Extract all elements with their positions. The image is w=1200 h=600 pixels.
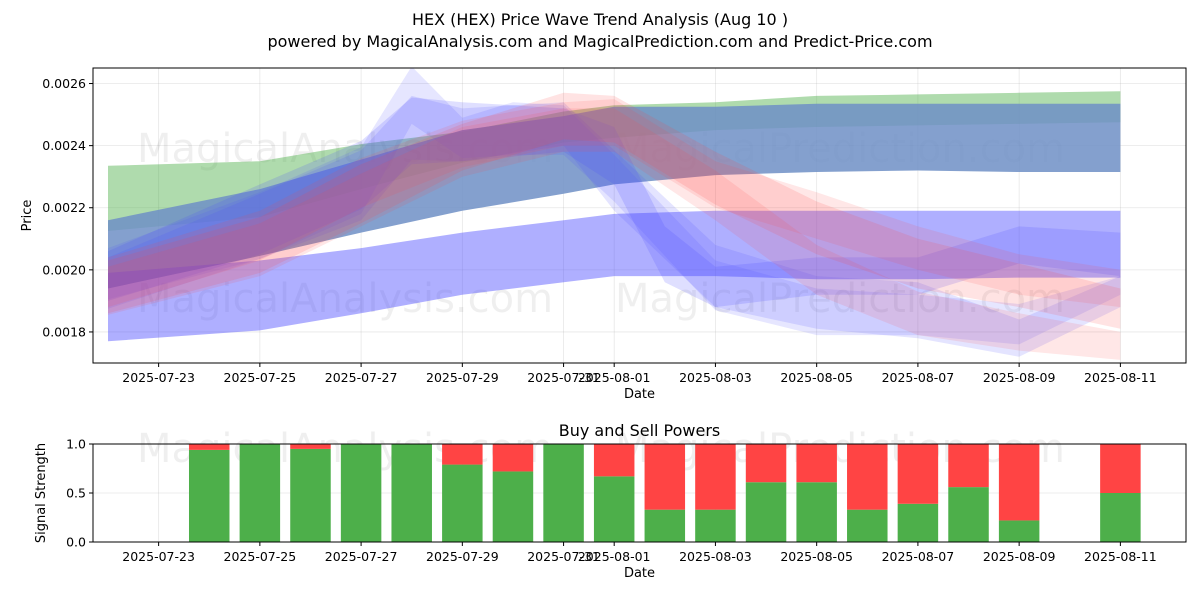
buy-power-bar bbox=[847, 509, 888, 542]
buy-power-bar bbox=[442, 464, 483, 542]
bottom-x-tick-label: 2025-08-11 bbox=[1084, 549, 1157, 564]
top-x-tick-label: 2025-07-27 bbox=[325, 370, 398, 385]
bottom-y-tick-label: 1.0 bbox=[66, 437, 86, 452]
top-x-tick-label: 2025-08-07 bbox=[882, 370, 955, 385]
price-bands bbox=[108, 68, 1121, 360]
bottom-x-tick-label: 2025-08-03 bbox=[679, 549, 752, 564]
watermark-text: MagicalPrediction.com bbox=[615, 426, 1065, 472]
bottom-y-tick-label: 0.5 bbox=[66, 486, 86, 501]
top-y-tick-label: 0.0024 bbox=[42, 138, 86, 153]
chart-subtitle: powered by MagicalAnalysis.com and Magic… bbox=[267, 32, 933, 51]
top-x-tick-label: 2025-08-11 bbox=[1084, 370, 1157, 385]
price-wave-chart: MagicalAnalysis.com MagicalPrediction.com… bbox=[20, 67, 1187, 402]
bottom-x-tick-label: 2025-07-27 bbox=[325, 549, 398, 564]
top-x-tick-label: 2025-07-23 bbox=[122, 370, 195, 385]
price-band-red-8 bbox=[108, 99, 1121, 308]
price-band-blue-3 bbox=[108, 97, 1121, 308]
price-band-red-7 bbox=[108, 108, 1121, 360]
bottom-x-axis-label: Date bbox=[624, 566, 655, 581]
bottom-chart-title: Buy and Sell Powers bbox=[559, 421, 721, 440]
bottom-x-tick-label: 2025-07-23 bbox=[122, 549, 195, 564]
sell-power-bar bbox=[897, 444, 939, 504]
sell-power-bar bbox=[593, 444, 635, 477]
price-band-blue-5 bbox=[108, 68, 1121, 345]
buy-power-bar bbox=[796, 482, 837, 542]
sell-power-bar bbox=[847, 444, 888, 510]
buy-power-bar bbox=[644, 509, 686, 542]
top-y-tick-label: 0.0022 bbox=[42, 200, 86, 215]
top-y-tick-label: 0.0020 bbox=[42, 262, 86, 277]
top-x-tick-label: 2025-08-09 bbox=[983, 370, 1056, 385]
top-x-tick-label: 2025-08-01 bbox=[578, 370, 651, 385]
buy-power-bar bbox=[492, 471, 534, 542]
top-x-tick-label: 2025-07-29 bbox=[426, 370, 499, 385]
top-x-tick-label: 2025-07-31 bbox=[527, 370, 600, 385]
top-y-axis-label: Price bbox=[20, 200, 35, 232]
sell-power-bar bbox=[290, 444, 331, 449]
buy-power-bar bbox=[593, 476, 635, 542]
bottom-x-tick-label: 2025-08-07 bbox=[882, 549, 955, 564]
watermark-text: MagicalAnalysis.com bbox=[137, 276, 553, 322]
sell-power-bar bbox=[442, 444, 483, 465]
price-band-blue-2 bbox=[108, 210, 1121, 342]
sell-power-bar bbox=[492, 444, 534, 472]
price-band-red-6 bbox=[108, 92, 1121, 329]
top-x-tick-label: 2025-08-03 bbox=[679, 370, 752, 385]
buy-power-bar bbox=[745, 482, 787, 542]
top-x-tick-label: 2025-07-25 bbox=[224, 370, 297, 385]
buy-sell-powers-chart: MagicalAnalysis.comMagicalPrediction.com… bbox=[34, 421, 1187, 581]
buy-power-bar bbox=[188, 449, 230, 542]
sell-power-bar bbox=[745, 444, 787, 483]
price-band-blue-4 bbox=[108, 95, 1121, 357]
sell-power-bar bbox=[644, 444, 686, 510]
buy-power-bar bbox=[543, 444, 584, 542]
buy-power-bar bbox=[340, 444, 382, 542]
chart-title: HEX (HEX) Price Wave Trend Analysis (Aug… bbox=[411, 10, 789, 29]
bottom-x-tick-label: 2025-08-01 bbox=[578, 549, 651, 564]
bottom-x-tick-label: 2025-08-09 bbox=[983, 549, 1056, 564]
bottom-x-tick-label: 2025-08-05 bbox=[780, 549, 853, 564]
price-band-darkblue-1 bbox=[108, 103, 1121, 289]
buy-power-bar bbox=[897, 503, 939, 542]
top-frame bbox=[92, 67, 1187, 364]
top-y-tick-label: 0.0018 bbox=[42, 324, 86, 339]
buy-power-bar bbox=[239, 444, 281, 542]
bottom-x-tick-label: 2025-07-29 bbox=[426, 549, 499, 564]
sell-power-bar bbox=[1100, 444, 1141, 493]
buy-power-bar bbox=[290, 448, 331, 542]
top-y-tick-label: 0.0026 bbox=[42, 76, 86, 91]
buy-power-bar bbox=[948, 487, 989, 542]
bottom-y-axis-label: Signal Strength bbox=[34, 443, 49, 543]
buy-power-bar bbox=[1100, 493, 1141, 542]
buy-power-bar bbox=[695, 509, 736, 542]
watermark-text: MagicalPrediction.com bbox=[615, 276, 1065, 322]
buy-power-bar bbox=[998, 520, 1040, 542]
sell-power-bar bbox=[695, 444, 736, 510]
sell-power-bar bbox=[188, 444, 230, 450]
top-x-axis-label: Date bbox=[624, 387, 655, 402]
bottom-x-tick-label: 2025-07-25 bbox=[224, 549, 297, 564]
bottom-x-tick-label: 2025-07-31 bbox=[527, 549, 600, 564]
buy-power-bar bbox=[391, 444, 432, 542]
bottom-y-tick-label: 0.0 bbox=[66, 535, 86, 550]
sell-power-bar bbox=[796, 444, 837, 483]
sell-power-bar bbox=[948, 444, 989, 488]
top-x-tick-label: 2025-08-05 bbox=[780, 370, 853, 385]
sell-power-bar bbox=[998, 444, 1040, 521]
